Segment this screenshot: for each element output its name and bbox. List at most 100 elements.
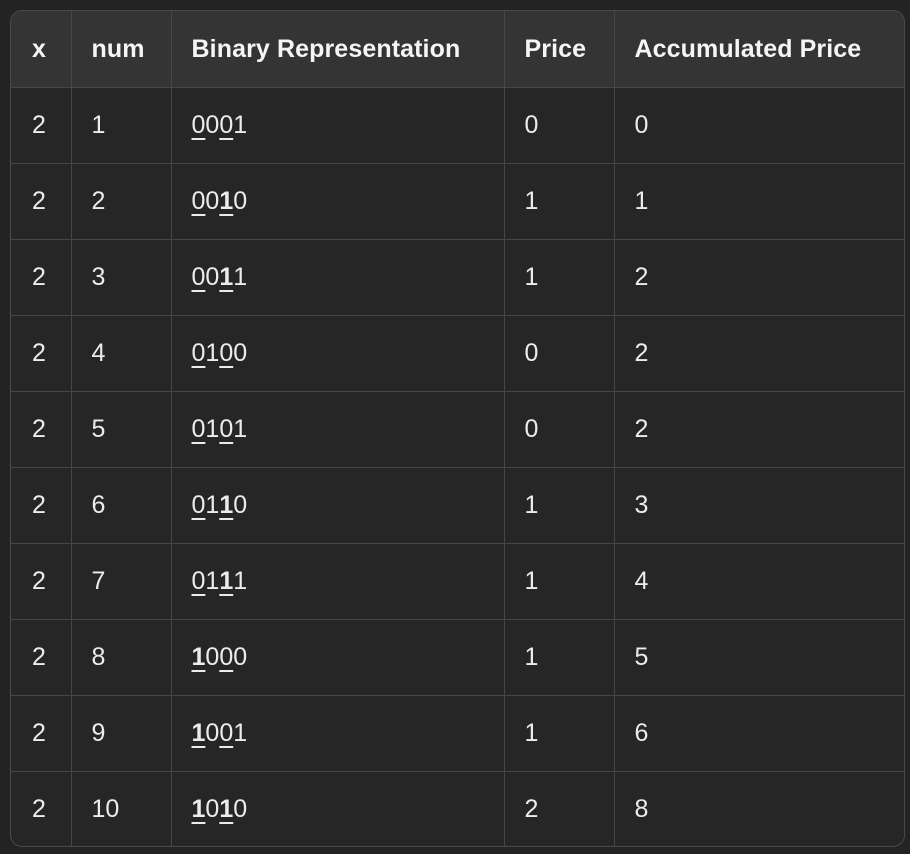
table-row: 2 5 0101 0 2 xyxy=(11,391,904,468)
cell-binary-representation: 0101 xyxy=(171,391,505,468)
cell-accumulated-price: 4 xyxy=(614,543,904,620)
header-row: x num Binary Representation Price Accumu… xyxy=(11,11,904,88)
cell-x: 2 xyxy=(11,695,72,772)
table-row: 2 7 0111 1 4 xyxy=(11,543,904,620)
binary-digit: 1 xyxy=(205,491,220,519)
cell-accumulated-price: 8 xyxy=(634,795,649,823)
binary-digit: 0 xyxy=(233,339,248,367)
cell-price: 1 xyxy=(504,239,615,316)
cell-num: 8 xyxy=(71,619,172,696)
cell-accumulated-price: 1 xyxy=(614,163,904,240)
cell-num: 10 xyxy=(71,771,172,846)
cell-price: 1 xyxy=(504,543,615,620)
table-row: 2 6 0110 1 3 xyxy=(11,467,904,544)
cell-binary-representation: 0010 xyxy=(171,163,505,240)
cell-x: 2 xyxy=(11,391,72,468)
cell-x: 2 xyxy=(11,315,72,392)
binary-digit: 0 xyxy=(219,111,234,139)
cell-accumulated-price: 5 xyxy=(614,619,904,696)
binary-digit: 0 xyxy=(219,339,234,367)
data-table-container: x num Binary Representation Price Accumu… xyxy=(10,10,905,847)
binary-digit: 1 xyxy=(233,567,248,595)
binary-digit: 0 xyxy=(191,491,206,519)
table-row: 2 1 0001 0 0 xyxy=(11,87,904,164)
cell-num: 7 xyxy=(71,543,172,620)
cell-x: 2 xyxy=(11,771,72,846)
table-row: 2 10 1010 2 8 xyxy=(11,771,904,846)
binary-digit: 0 xyxy=(205,111,220,139)
cell-accumulated-price: 0 xyxy=(614,87,904,164)
binary-digit: 1 xyxy=(191,795,206,823)
binary-digit: 0 xyxy=(233,187,248,215)
cell-accumulated-price: 3 xyxy=(614,467,904,544)
binary-digit: 0 xyxy=(233,491,248,519)
cell-x: 2 xyxy=(11,239,72,316)
cell-price: 0 xyxy=(504,315,615,392)
cell-binary-representation: 0111 xyxy=(171,543,505,620)
cell-price: 0 xyxy=(504,391,615,468)
table-row: 2 3 0011 1 2 xyxy=(11,239,904,316)
binary-digit: 0 xyxy=(205,643,220,671)
cell-x: 2 xyxy=(11,163,72,240)
cell-accumulated-price: 2 xyxy=(614,391,904,468)
cell-binary-representation: 1001 xyxy=(171,695,505,772)
header-binary-representation: Binary Representation xyxy=(171,11,505,88)
cell-x: 2 xyxy=(11,467,72,544)
binary-digit: 1 xyxy=(233,263,248,291)
header-x: x xyxy=(11,11,72,88)
binary-digit: 1 xyxy=(205,415,220,443)
binary-digit: 1 xyxy=(219,491,234,519)
cell-x: 2 xyxy=(11,543,72,620)
header-price: Price xyxy=(504,11,615,88)
cell-accumulated-price: 2 xyxy=(614,239,904,316)
data-table: x num Binary Representation Price Accumu… xyxy=(11,11,904,846)
binary-digit: 0 xyxy=(191,415,206,443)
header-accumulated-price: Accumulated Price xyxy=(614,11,904,88)
cell-accumulated-price: 2 xyxy=(614,315,904,392)
binary-digit: 0 xyxy=(205,263,220,291)
cell-binary-representation: 1010 xyxy=(171,771,505,846)
table-row: 2 8 1000 1 5 xyxy=(11,619,904,696)
binary-digit: 0 xyxy=(191,567,206,595)
cell-accumulated-price: 6 xyxy=(614,695,904,772)
binary-digit: 1 xyxy=(219,795,234,823)
binary-digit: 0 xyxy=(219,719,234,747)
cell-price: 2 xyxy=(504,771,615,846)
cell-binary-representation: 0110 xyxy=(171,467,505,544)
cell-num: 2 xyxy=(71,163,172,240)
cell-num: 9 xyxy=(71,695,172,772)
binary-digit: 0 xyxy=(219,643,234,671)
binary-digit: 1 xyxy=(219,567,234,595)
cell-x: 2 xyxy=(11,619,72,696)
binary-digit: 1 xyxy=(205,339,220,367)
binary-digit: 0 xyxy=(219,415,234,443)
cell-x: 2 xyxy=(11,87,72,164)
table-row: 2 4 0100 0 2 xyxy=(11,315,904,392)
binary-digit: 1 xyxy=(191,643,206,671)
binary-digit: 1 xyxy=(219,263,234,291)
header-num: num xyxy=(71,11,172,88)
binary-digit: 0 xyxy=(205,795,220,823)
table-row: 2 9 1001 1 6 xyxy=(11,695,904,772)
binary-digit: 0 xyxy=(191,339,206,367)
binary-digit: 0 xyxy=(191,263,206,291)
binary-digit: 0 xyxy=(205,187,220,215)
cell-num: 1 xyxy=(71,87,172,164)
binary-digit: 0 xyxy=(191,111,206,139)
cell-price: 1 xyxy=(504,695,615,772)
cell-price: 0 xyxy=(504,87,615,164)
cell-binary-representation: 0100 xyxy=(171,315,505,392)
table-row: 2 2 0010 1 1 xyxy=(11,163,904,240)
cell-num: 6 xyxy=(71,467,172,544)
binary-digit: 1 xyxy=(233,719,248,747)
binary-digit: 1 xyxy=(233,111,248,139)
binary-digit: 0 xyxy=(233,643,248,671)
cell-price: 1 xyxy=(504,467,615,544)
binary-digit: 1 xyxy=(219,187,234,215)
binary-digit: 0 xyxy=(205,719,220,747)
binary-digit: 1 xyxy=(191,719,206,747)
cell-binary-representation: 0001 xyxy=(171,87,505,164)
cell-price: 1 xyxy=(504,163,615,240)
binary-digit: 1 xyxy=(233,415,248,443)
